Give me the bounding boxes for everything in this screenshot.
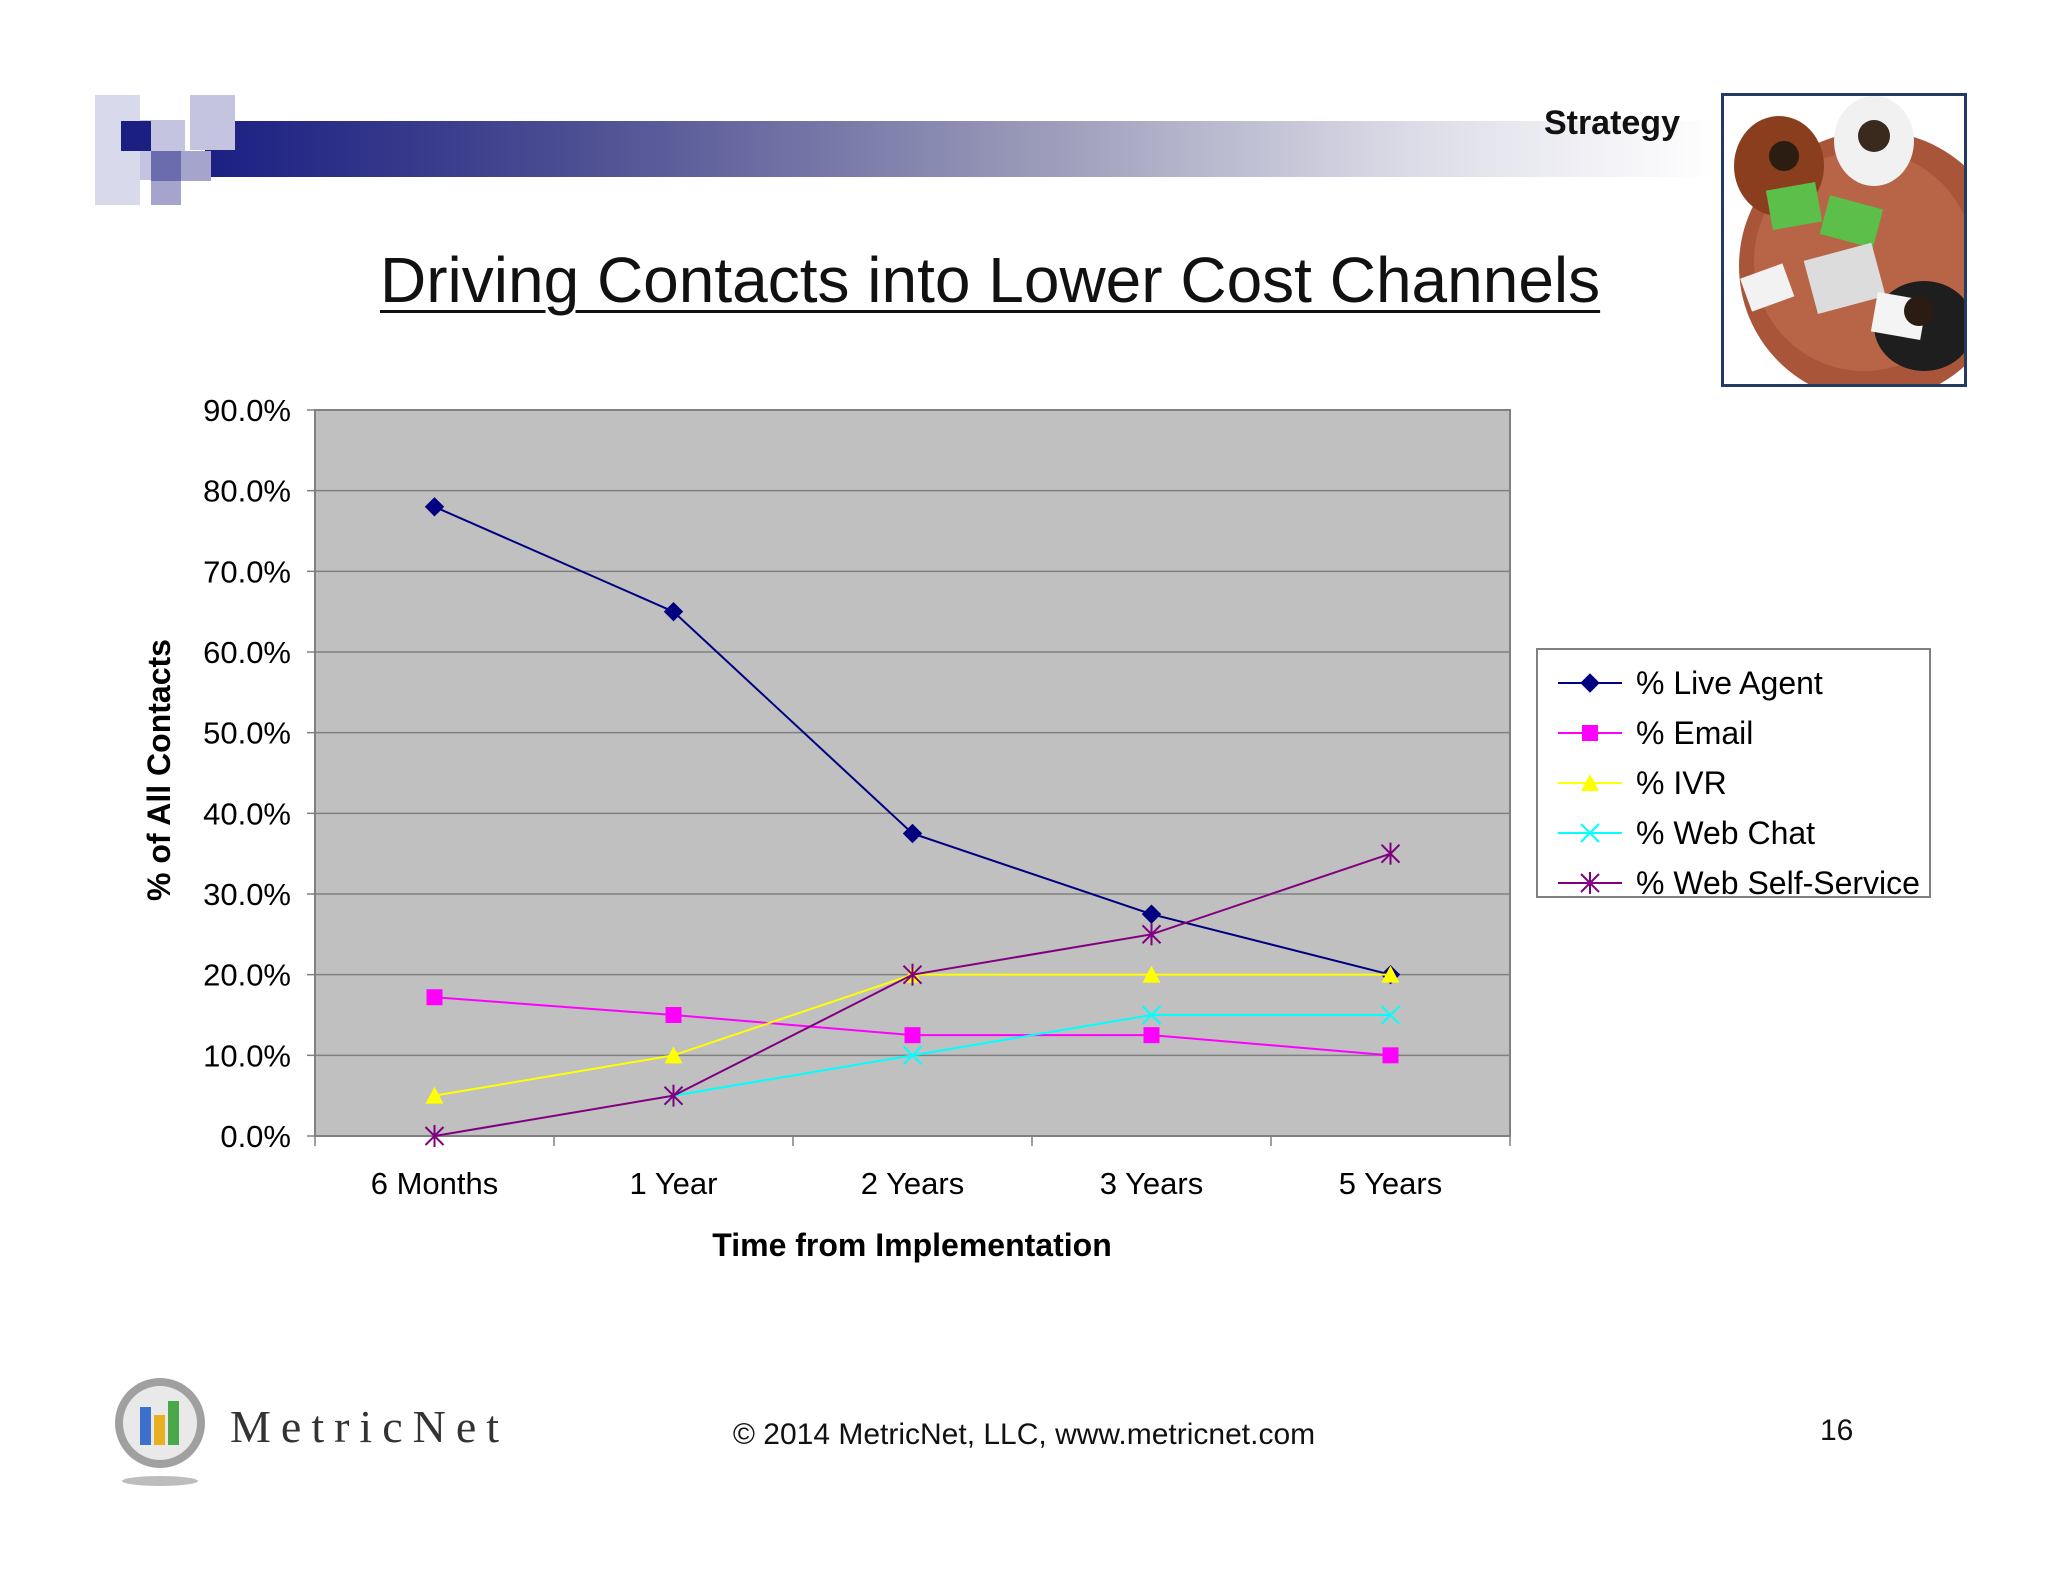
x-tick-label: 1 Year [630, 1166, 718, 1201]
header-square-decoration [95, 95, 235, 205]
y-tick-label: 80.0% [203, 474, 291, 509]
legend-label: % Web Chat [1636, 815, 1815, 851]
plot-area [314, 409, 1511, 1137]
data-point [902, 823, 923, 844]
section-label: Strategy [1543, 104, 1680, 142]
legend-marker [1580, 823, 1600, 843]
y-tick-label: 90.0% [203, 393, 291, 428]
meeting-photo [1721, 93, 1967, 387]
data-point [425, 1086, 444, 1104]
metricnet-logo [112, 1375, 212, 1495]
legend-marker [1580, 872, 1600, 894]
data-point [1381, 965, 1400, 983]
y-tick-label: 40.0% [203, 796, 291, 831]
legend-box [1536, 648, 1931, 898]
legend-label: % Email [1636, 715, 1753, 751]
data-point [424, 1125, 445, 1147]
data-point [1141, 1005, 1162, 1025]
data-point [902, 963, 923, 986]
axes: 0.0% 10.0% 20.0% 30.0% 40.0% 50.0% 60.0% 70.0% 8… [203, 393, 1511, 1201]
legend-marker [1580, 673, 1600, 693]
legend: % Live Agent % Email % IVR % Web Chat % Web … [1536, 648, 1931, 901]
data-point [1380, 1005, 1401, 1025]
x-tick-label: 2 Years [861, 1166, 964, 1201]
x-axis-title: Time from Implementation [712, 1227, 1111, 1263]
data-point [904, 1027, 921, 1044]
series-4 [424, 842, 1401, 1147]
legend-label: % Web Self-Service [1636, 865, 1920, 901]
data-point [1141, 923, 1162, 946]
x-tick-label: 5 Years [1339, 1166, 1442, 1201]
data-point [426, 989, 443, 1006]
data-point [663, 1084, 684, 1107]
data-point [1380, 842, 1401, 865]
legend-label: % Live Agent [1636, 665, 1823, 701]
y-tick-label: 50.0% [203, 716, 291, 751]
y-tick-label: 0.0% [220, 1119, 291, 1154]
y-tick-label: 20.0% [203, 958, 291, 993]
y-tick-label: 70.0% [203, 554, 291, 589]
data-point [1142, 965, 1161, 983]
data-point [902, 1045, 923, 1066]
legend-marker [1581, 774, 1599, 791]
x-tick-label: 3 Years [1100, 1166, 1203, 1201]
page-number: 16 [1820, 1414, 1854, 1447]
y-tick-label: 30.0% [203, 877, 291, 912]
legend-label: % IVR [1636, 765, 1727, 801]
brand-name: MetricNet [230, 1401, 510, 1452]
data-point [1143, 1027, 1160, 1044]
y-tick-label: 10.0% [203, 1038, 291, 1073]
x-tick-label: 6 Months [371, 1166, 499, 1201]
series-0 [424, 497, 1401, 985]
series-1 [426, 989, 1399, 1064]
series [424, 497, 1401, 1147]
y-tick-label: 60.0% [203, 635, 291, 670]
y-axis-title: % of All Contacts [141, 639, 177, 901]
header-gradient-band [205, 121, 1715, 177]
data-point [665, 1007, 682, 1023]
series-line [673, 1014, 1391, 1097]
copyright-text: © 2014 MetricNet, LLC, www.metricnet.com [732, 1418, 1316, 1451]
data-point [663, 601, 684, 622]
data-point [1382, 1047, 1399, 1064]
slide-title: Driving Contacts into Lower Cost Channel… [380, 244, 1601, 316]
data-point [664, 1046, 683, 1064]
data-point [424, 497, 445, 517]
data-point [1141, 904, 1162, 924]
legend-marker [1582, 725, 1598, 741]
